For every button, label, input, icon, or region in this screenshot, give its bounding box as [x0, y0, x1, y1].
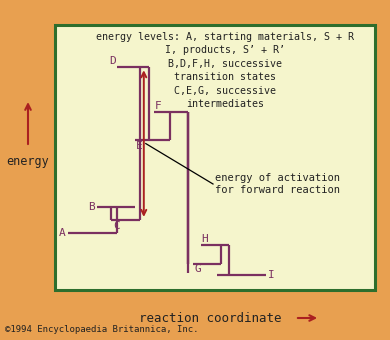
Text: energy levels: A, starting materials, S + R: energy levels: A, starting materials, S …	[96, 32, 354, 41]
Text: D: D	[110, 56, 116, 66]
Text: energy of activation
for forward reaction: energy of activation for forward reactio…	[215, 173, 340, 195]
Text: ©1994 Encyclopaedia Britannica, Inc.: ©1994 Encyclopaedia Britannica, Inc.	[5, 325, 199, 334]
Text: A: A	[59, 228, 66, 238]
Text: I, products, S’ + R’: I, products, S’ + R’	[165, 45, 285, 55]
Text: intermediates: intermediates	[186, 99, 264, 109]
Bar	[55, 25, 375, 290]
Text: C: C	[113, 221, 120, 231]
Text: transition states: transition states	[174, 72, 276, 82]
Text: energy: energy	[7, 155, 50, 168]
Text: B,D,F,H, successive: B,D,F,H, successive	[168, 59, 282, 69]
Text: C,E,G, successive: C,E,G, successive	[174, 86, 276, 96]
Text: B: B	[88, 202, 95, 211]
Text: F: F	[155, 101, 162, 112]
Text: reaction coordinate: reaction coordinate	[139, 311, 281, 324]
Text: E: E	[136, 141, 143, 151]
Text: H: H	[202, 234, 208, 244]
Text: G: G	[195, 265, 201, 274]
Text: I: I	[268, 270, 275, 280]
